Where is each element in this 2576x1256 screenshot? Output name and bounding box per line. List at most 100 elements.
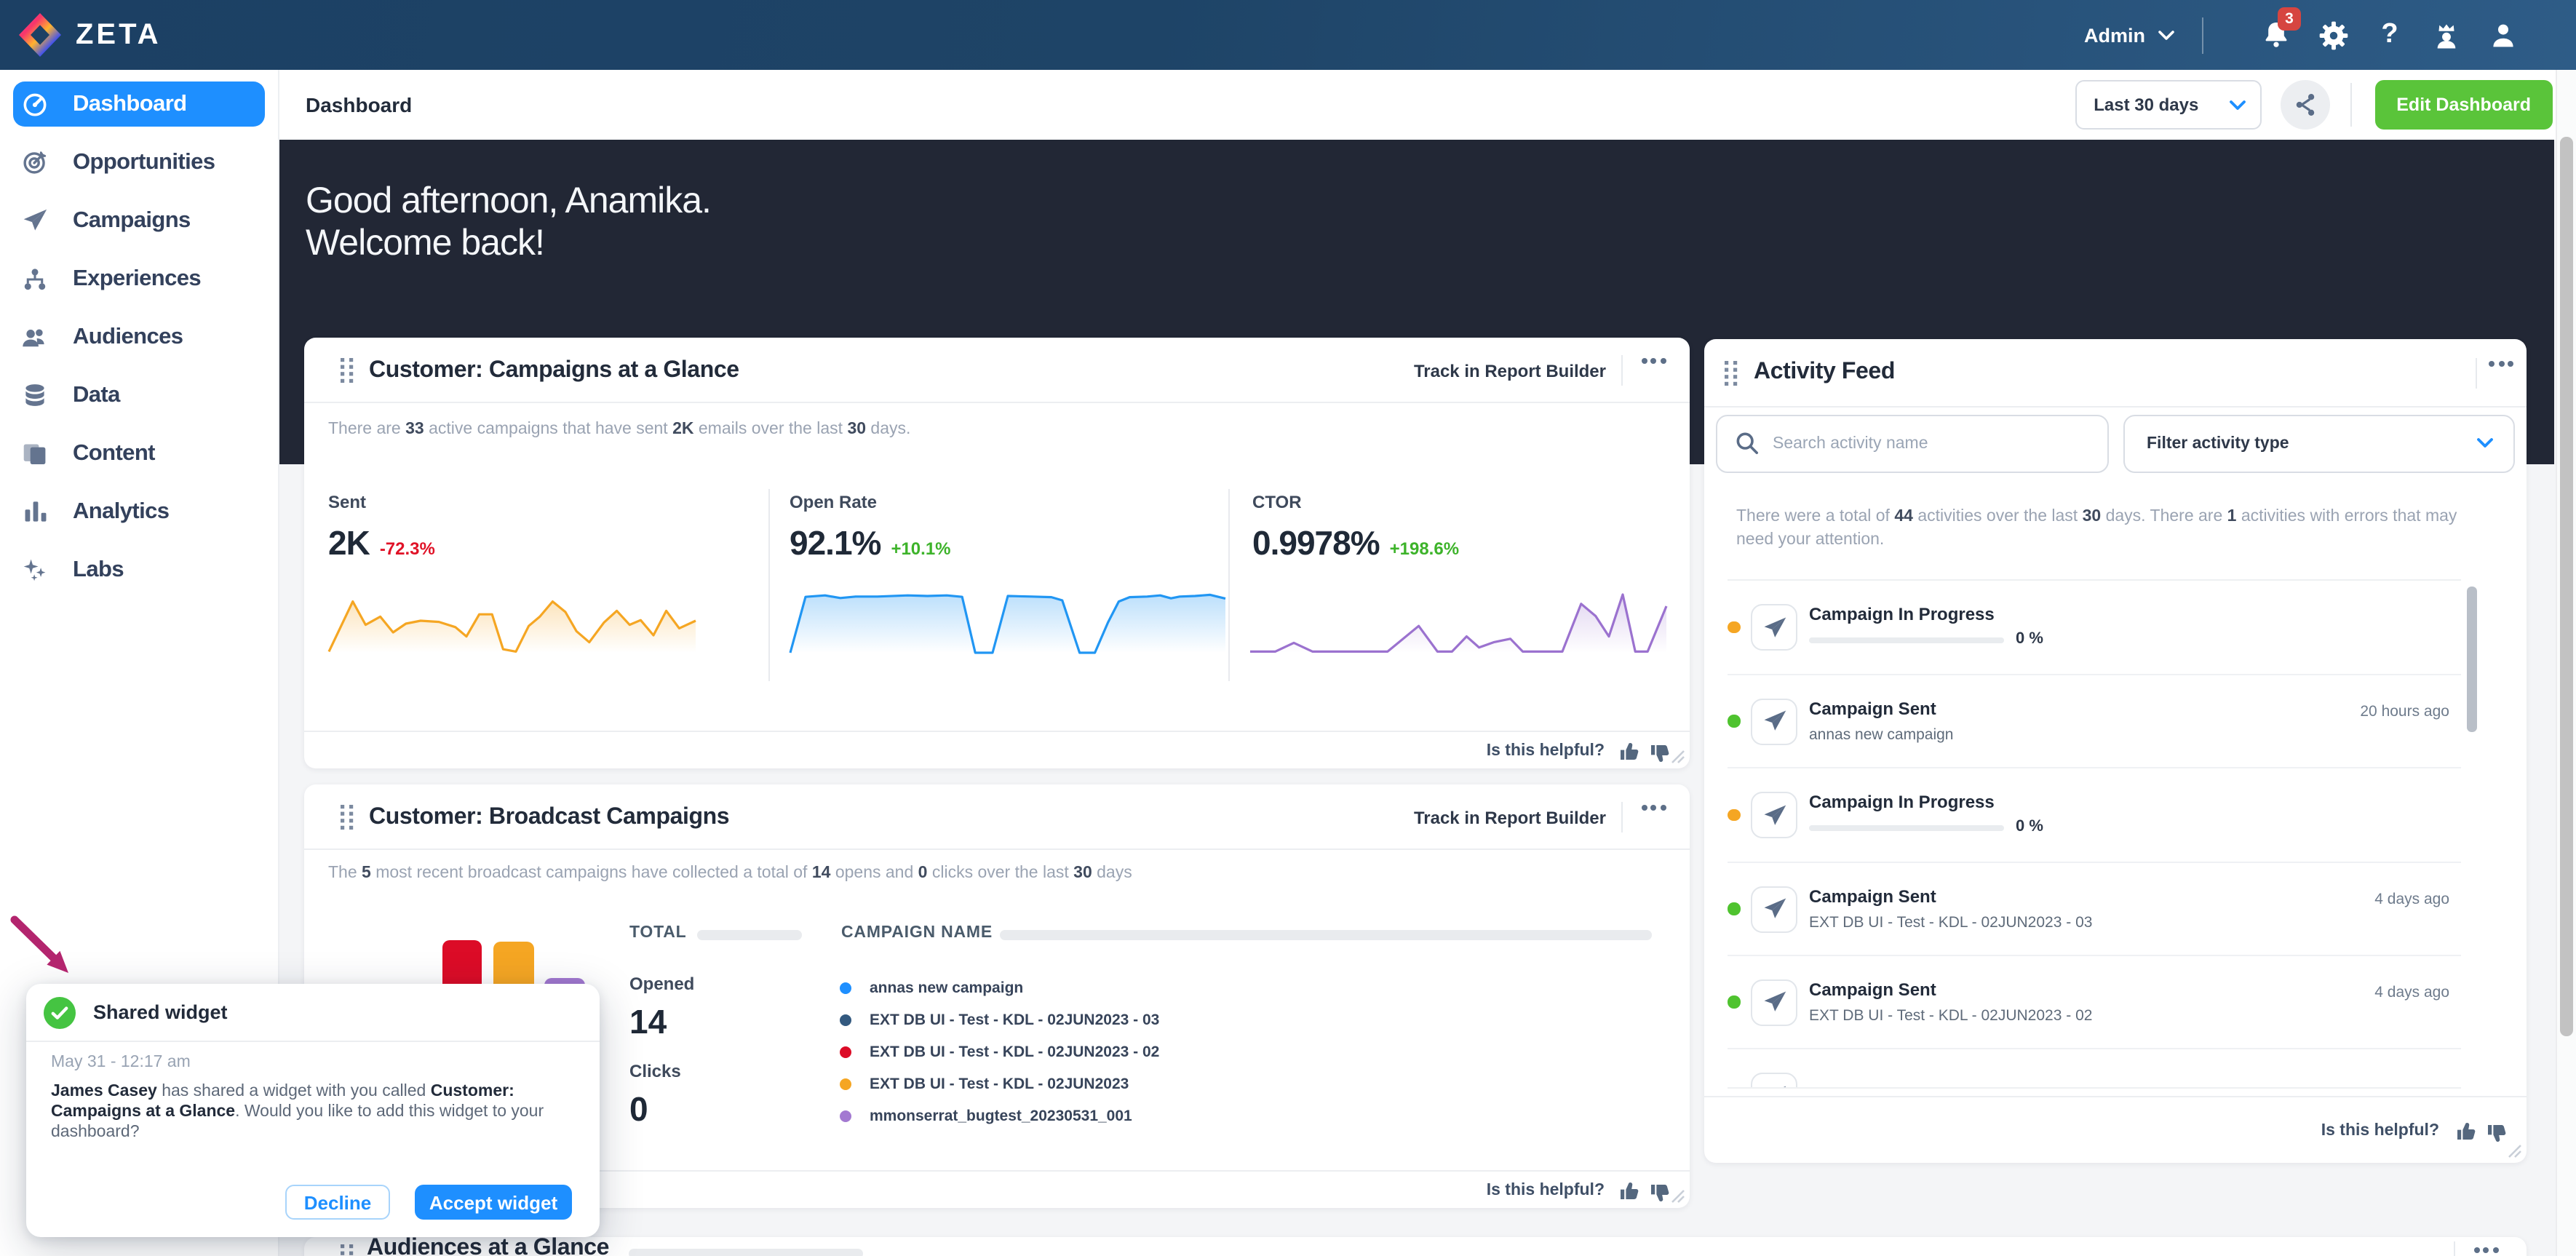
activity-item[interactable]: Campaign Sent EXT DB UI - Test - KDL - 0… [1728, 862, 2461, 955]
metric-value-row: 2K -72.3% [328, 524, 435, 563]
impersonate-button[interactable] [2430, 19, 2462, 51]
track-in-report-builder-link[interactable]: Track in Report Builder [1413, 807, 1606, 827]
widget-menu-button[interactable] [1641, 358, 1666, 364]
activity-item[interactable]: Campaign In Progress 0 % [1728, 580, 2461, 675]
modal-message: James Casey has shared a widget with you… [51, 1083, 544, 1141]
clicks-value: 0 [629, 1090, 648, 1128]
campaign-name: EXT DB UI - Test - KDL - 02JUN2023 [870, 1076, 1129, 1093]
widget-footer: Is this helpful? [303, 1170, 1689, 1208]
toolbar-divider [2350, 83, 2352, 127]
resize-handle-icon[interactable] [1670, 1189, 1685, 1204]
resize-handle-icon[interactable] [1670, 750, 1685, 764]
drag-handle-icon[interactable] [340, 1244, 353, 1256]
sidebar-item-experiences[interactable]: Experiences [13, 256, 265, 301]
sidebar-item-data[interactable]: Data [13, 373, 265, 418]
help-button[interactable]: ? [2374, 19, 2406, 51]
widget-menu-button[interactable] [1641, 805, 1666, 811]
page-toolbar: Dashboard Last 30 days Edit Dashboard [279, 70, 2576, 140]
date-range-select[interactable]: Last 30 days [2075, 80, 2262, 130]
page-scrollbar[interactable] [2555, 70, 2576, 1256]
activity-item[interactable] [1728, 1049, 2461, 1086]
share-button[interactable] [2280, 80, 2330, 130]
sidebar-item-dashboard[interactable]: Dashboard [13, 82, 265, 127]
brand[interactable]: ZETA [0, 13, 161, 57]
activity-scrollbar-thumb[interactable] [2467, 586, 2476, 731]
metric-label: CTOR [1252, 492, 1302, 512]
activity-type-icon [1751, 698, 1797, 744]
labs-icon [22, 557, 48, 583]
activity-title: Campaign In Progress [1809, 792, 1995, 812]
widget-title: Customer: Campaigns at a Glance [369, 357, 739, 382]
campaign-legend-item: mmonserrat_bugtest_20230531_001 [839, 1108, 1132, 1125]
thumbs-down-icon[interactable] [1648, 1183, 1670, 1205]
dashboard-icon [22, 91, 48, 117]
thumbs-down-icon[interactable] [2486, 1123, 2508, 1145]
track-in-report-builder-link[interactable]: Track in Report Builder [1413, 360, 1606, 381]
campaign-legend-item: annas new campaign [839, 979, 1023, 997]
thumbs-down-icon[interactable] [1648, 744, 1670, 766]
status-dot [1728, 715, 1740, 728]
activity-type-icon [1751, 792, 1797, 838]
campaign-header-pill [999, 930, 1651, 940]
activity-item[interactable]: Campaign Sent EXT DB UI - Test - KDL - 0… [1728, 955, 2461, 1049]
sidebar-item-opportunities[interactable]: Opportunities [13, 140, 265, 185]
activity-item[interactable]: Campaign In Progress 0 % [1728, 768, 2461, 862]
account-menu[interactable]: Admin [2084, 24, 2174, 46]
status-dot [1728, 808, 1740, 822]
drag-handle-icon[interactable] [340, 358, 353, 383]
thumbs-up-icon[interactable] [2455, 1118, 2477, 1140]
content-icon [22, 440, 48, 466]
helpful-label: Is this helpful? [2321, 1121, 2439, 1139]
ctor-chart [1249, 593, 1667, 653]
metric-delta: +10.1% [891, 538, 951, 559]
sidebar-item-label: Campaigns [73, 207, 191, 232]
widget-menu-button[interactable] [2489, 360, 2513, 366]
crown-user-icon [2437, 24, 2456, 49]
opened-value: 14 [629, 1003, 667, 1041]
filter-activity-label: Filter activity type [2147, 434, 2289, 452]
activity-title: Campaign Sent [1809, 886, 1936, 906]
activity-progress-bar [1809, 825, 2004, 830]
thumbs-up-icon[interactable] [1618, 1179, 1639, 1201]
drag-handle-icon[interactable] [1725, 360, 1738, 385]
helpful-label: Is this helpful? [1486, 742, 1605, 760]
sidebar-item-campaigns[interactable]: Campaigns [13, 198, 265, 243]
campaign-legend-item: EXT DB UI - Test - KDL - 02JUN2023 [839, 1076, 1129, 1093]
widget-footer: Is this helpful? [303, 731, 1689, 768]
campaign-legend-item: EXT DB UI - Test - KDL - 02JUN2023 - 03 [839, 1011, 1159, 1029]
accept-widget-button[interactable]: Accept widget [415, 1185, 572, 1220]
search-activity-input[interactable] [1773, 434, 2107, 452]
check-circle-icon [44, 996, 76, 1028]
notifications-button[interactable]: 3 [2260, 7, 2301, 51]
drag-handle-icon[interactable] [340, 805, 353, 830]
navbar-divider [2202, 17, 2203, 53]
edit-dashboard-button[interactable]: Edit Dashboard [2374, 80, 2553, 130]
sidebar-item-analytics[interactable]: Analytics [13, 489, 265, 534]
sidebar-item-audiences[interactable]: Audiences [13, 314, 265, 359]
thumbs-up-icon[interactable] [1618, 739, 1639, 761]
decline-button[interactable]: Decline [285, 1185, 390, 1220]
activity-item[interactable]: Campaign Sent annas new campaign 20 hour… [1728, 675, 2461, 768]
profile-button[interactable] [2487, 19, 2519, 51]
status-dot [1728, 621, 1740, 634]
modal-timestamp: May 31 - 12:17 am [51, 1054, 191, 1071]
settings-button[interactable] [2317, 19, 2349, 51]
activity-type-icon [1751, 604, 1797, 651]
page-scrollbar-thumb[interactable] [2560, 137, 2572, 1036]
filter-activity-select[interactable]: Filter activity type [2123, 414, 2515, 472]
widget-footer: Is this helpful? [1704, 1095, 2527, 1162]
total-header: TOTAL [629, 924, 687, 942]
header-divider [2453, 1241, 2454, 1256]
sidebar-item-labs[interactable]: Labs [13, 547, 265, 592]
brand-name: ZETA [76, 18, 162, 50]
widget-menu-button[interactable] [2473, 1247, 2498, 1253]
data-icon [22, 382, 48, 408]
resize-handle-icon[interactable] [2508, 1143, 2522, 1158]
sidebar-item-content[interactable]: Content [13, 431, 265, 476]
sent-sparkline-chart [327, 600, 696, 653]
campaign-name: mmonserrat_bugtest_20230531_001 [870, 1108, 1132, 1125]
annotation-arrow [10, 915, 68, 973]
activity-time: 20 hours ago [2360, 702, 2449, 720]
widget-title: Customer: Broadcast Campaigns [369, 804, 730, 829]
share-icon [2296, 94, 2314, 116]
